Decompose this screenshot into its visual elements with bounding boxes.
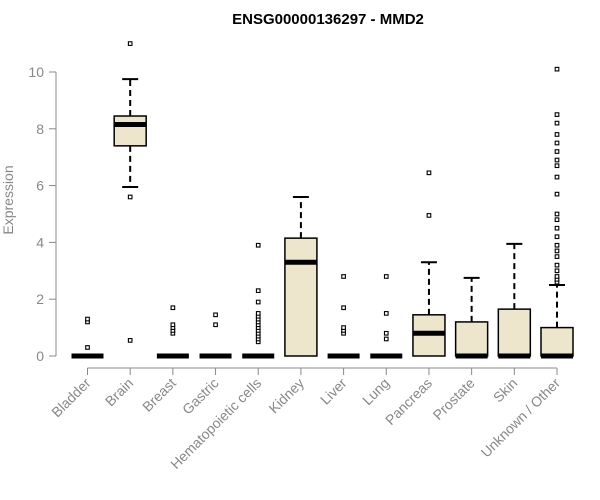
outlier-point (554, 242, 560, 248)
y-tick-label: 8 (36, 121, 44, 137)
box-group (113, 41, 147, 343)
outlier-point (554, 163, 560, 169)
outlier-point (554, 149, 560, 154)
outlier-point (255, 288, 261, 294)
outlier-point (554, 234, 560, 240)
x-tick-label: Pancreas (382, 375, 435, 428)
outlier-point (554, 211, 560, 217)
x-tick-label: Prostate (430, 375, 478, 423)
box-iqr (454, 321, 489, 357)
box-group (412, 170, 446, 357)
box-iqr (284, 237, 318, 357)
x-tick-label: Skin (490, 375, 521, 406)
box-group (540, 66, 574, 359)
y-tick-label: 10 (28, 64, 44, 80)
box-group (242, 242, 275, 359)
outlier-point (554, 268, 560, 274)
x-tick-label: Breast (139, 375, 179, 415)
outlier-point (554, 120, 560, 126)
outlier-point (255, 311, 261, 316)
box-group (497, 242, 532, 359)
y-tick-label: 2 (36, 291, 44, 307)
x-tick-label: Bladder (48, 375, 94, 421)
box-group (71, 316, 104, 359)
outlier-point (383, 274, 389, 279)
outlier-point (554, 174, 560, 180)
box-iqr (540, 326, 574, 357)
outlier-point (426, 213, 432, 218)
outlier-point (426, 170, 432, 176)
box-iqr (113, 115, 147, 147)
outlier-point (554, 66, 560, 72)
outlier-point (554, 274, 560, 279)
outlier-point (213, 322, 218, 328)
outlier-point (554, 217, 560, 223)
outlier-point (255, 299, 261, 305)
outlier-point (127, 41, 133, 46)
box-group (454, 276, 489, 359)
outlier-point (341, 274, 346, 279)
x-tick-label: Lung (359, 375, 392, 408)
outlier-point (554, 254, 560, 259)
outlier-point (127, 338, 133, 343)
box-group (199, 312, 232, 359)
x-tick-label: Brain (102, 375, 136, 409)
outlier-point (255, 242, 261, 248)
box-group (370, 274, 403, 359)
outlier-point (554, 225, 560, 231)
x-tick-label: Unknown / Other (478, 375, 564, 461)
boxes-layer (71, 41, 574, 359)
outlier-point (341, 325, 346, 330)
outlier-point (554, 132, 560, 137)
box-group (284, 195, 318, 357)
x-tick-label: Kidney (265, 375, 307, 417)
outlier-point (554, 191, 560, 197)
outlier-point (383, 336, 389, 342)
box-group (156, 305, 189, 359)
y-axis-label: Expression (0, 165, 16, 234)
x-tick-label: Gastric (179, 375, 222, 418)
box-group (327, 274, 360, 359)
y-tick-label: 0 (36, 348, 44, 364)
outlier-point (554, 157, 560, 163)
outlier-point (554, 112, 560, 117)
chart-title: ENSG00000136297 - MMD2 (232, 11, 424, 28)
outlier-point (85, 345, 90, 350)
y-tick-label: 4 (36, 234, 44, 250)
outlier-point (170, 322, 176, 328)
x-tick-label: Liver (317, 375, 350, 408)
outlier-point (127, 194, 133, 200)
outlier-point (341, 305, 346, 311)
outlier-point (85, 316, 90, 322)
outlier-point (383, 311, 389, 316)
outlier-point (554, 248, 560, 254)
box-iqr (497, 308, 532, 357)
y-axis: 0 2 4 6 8 10 (28, 64, 57, 364)
outlier-point (554, 262, 560, 268)
outlier-point (554, 140, 560, 146)
outlier-point (213, 312, 218, 318)
outlier-point (383, 330, 389, 336)
outlier-point (170, 305, 176, 311)
y-tick-label: 6 (36, 178, 44, 194)
